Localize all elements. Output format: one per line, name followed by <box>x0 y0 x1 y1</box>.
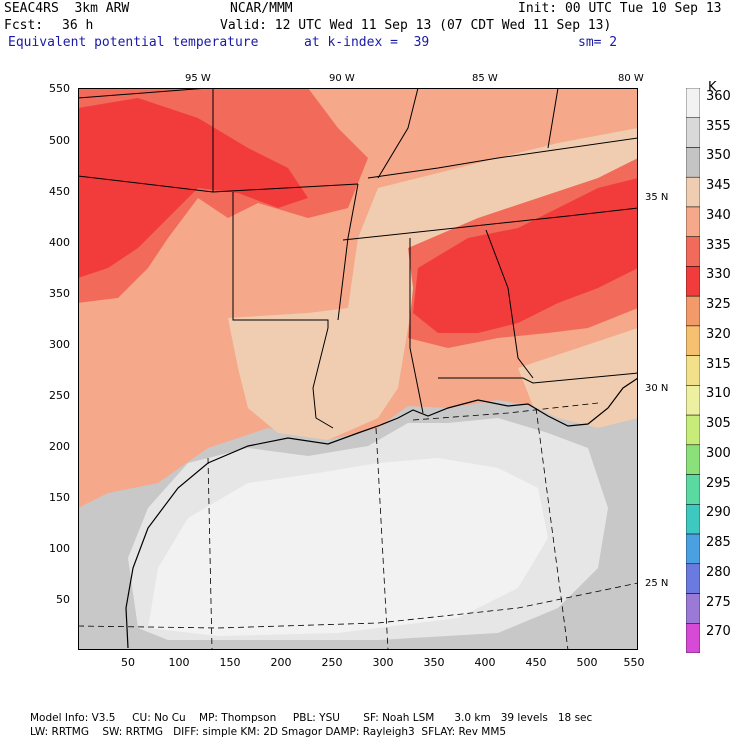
y-tick: 550 <box>49 82 70 95</box>
lon-label-90w: 90 W <box>329 73 355 84</box>
y-tick: 250 <box>49 389 70 402</box>
x-tick: 200 <box>270 656 292 669</box>
colorbar-swatch <box>686 593 700 624</box>
colorbar-swatch <box>686 355 700 386</box>
colorbar-level-label: 295 <box>706 475 731 491</box>
map-frame <box>78 88 638 650</box>
colorbar-swatch <box>686 563 700 594</box>
colorbar-level-label: 275 <box>706 594 731 610</box>
colorbar-swatch <box>686 385 700 416</box>
colorbar-level-label: 315 <box>706 356 731 372</box>
x-tick: 550 <box>623 656 645 669</box>
level-label: at k-index = 39 <box>304 35 430 50</box>
y-tick: 100 <box>49 542 70 555</box>
lon-label-80w: 80 W <box>618 73 644 84</box>
smoothing-label: sm= 2 <box>578 35 618 50</box>
init-time: Init: 00 UTC Tue 10 Sep 13 <box>518 1 722 16</box>
x-tick: 50 <box>121 656 135 669</box>
colorbar-swatch <box>686 266 700 297</box>
colorbar-swatch <box>686 474 700 505</box>
y-tick: 450 <box>49 185 70 198</box>
tan-region-east <box>518 328 638 428</box>
colorbar-level-label: 355 <box>706 118 731 134</box>
colorbar-swatch <box>686 295 700 327</box>
colorbar-level-label: 270 <box>706 624 731 640</box>
colorbar-level-label: 285 <box>706 535 731 551</box>
colorbar-swatch <box>686 414 700 446</box>
y-tick: 350 <box>49 287 70 300</box>
x-tick: 500 <box>576 656 598 669</box>
colorbar-level-label: 290 <box>706 505 731 521</box>
colorbar-swatch <box>686 176 700 208</box>
y-tick: 200 <box>49 440 70 453</box>
colorbar-swatch <box>686 206 700 237</box>
colorbar-swatch <box>686 147 700 178</box>
coastline <box>125 377 638 649</box>
colorbar-level-label: 310 <box>706 386 731 402</box>
colorbar-swatch <box>686 504 700 535</box>
colorbar-swatch <box>686 444 700 475</box>
colorbar-swatch <box>686 623 700 653</box>
graticule <box>78 402 638 650</box>
lat-label-35n: 35 N <box>645 192 669 203</box>
forecast-hour: 36 h <box>62 18 94 33</box>
y-tick: 50 <box>56 593 70 606</box>
model-info-line2: LW: RRTMG SW: RRTMG DIFF: simple KM: 2D … <box>30 726 507 738</box>
colorbar-swatch <box>686 117 700 148</box>
colorbar-level-label: 350 <box>706 148 731 164</box>
x-tick: 150 <box>219 656 241 669</box>
colorbar-swatch <box>686 533 700 565</box>
colorbar-swatch <box>686 236 700 267</box>
lat-label-30n: 30 N <box>645 383 669 394</box>
y-tick: 400 <box>49 236 70 249</box>
colorbar-level-label: 360 <box>706 89 731 104</box>
colorbar-level-label: 345 <box>706 178 731 194</box>
theta-e-map <box>78 88 638 650</box>
gulf-lighter-region <box>148 458 548 636</box>
colorbar-swatch <box>686 88 700 118</box>
x-tick: 400 <box>474 656 496 669</box>
state-borders <box>78 88 638 429</box>
x-tick: 450 <box>525 656 547 669</box>
colorbar-level-label: 300 <box>706 445 731 461</box>
colorbar-level-label: 280 <box>706 564 731 580</box>
x-tick: 250 <box>321 656 343 669</box>
lat-label-25n: 25 N <box>645 578 669 589</box>
colorbar-level-label: 340 <box>706 207 731 223</box>
y-tick: 500 <box>49 134 70 147</box>
y-tick: 300 <box>49 338 70 351</box>
lon-label-85w: 85 W <box>472 73 498 84</box>
high-theta-e-core-nw <box>78 98 308 278</box>
colorbar-level-label: 325 <box>706 297 731 313</box>
colorbar <box>686 88 700 653</box>
lon-label-95w: 95 W <box>185 73 211 84</box>
field-name: Equivalent potential temperature <box>8 35 259 50</box>
high-theta-e-core-se <box>413 178 638 333</box>
colorbar-level-label: 305 <box>706 416 731 432</box>
y-tick: 150 <box>49 491 70 504</box>
colorbar-level-label: 330 <box>706 267 731 283</box>
x-tick: 350 <box>423 656 445 669</box>
colorbar-level-label: 320 <box>706 326 731 342</box>
colorbar-unit: K <box>708 80 717 95</box>
organization-label: NCAR/MMM <box>230 1 293 16</box>
valid-time: Valid: 12 UTC Wed 11 Sep 13 (07 CDT Wed … <box>220 18 612 33</box>
model-title: SEAC4RS 3km ARW <box>4 1 130 16</box>
x-tick: 300 <box>372 656 394 669</box>
x-tick: 100 <box>168 656 190 669</box>
colorbar-level-label: 335 <box>706 237 731 253</box>
model-info-line1: Model Info: V3.5 CU: No Cu MP: Thompson … <box>30 712 593 724</box>
colorbar-swatch <box>686 325 700 356</box>
plains-moderate-region <box>78 288 238 428</box>
forecast-label: Fcst: <box>4 18 44 33</box>
